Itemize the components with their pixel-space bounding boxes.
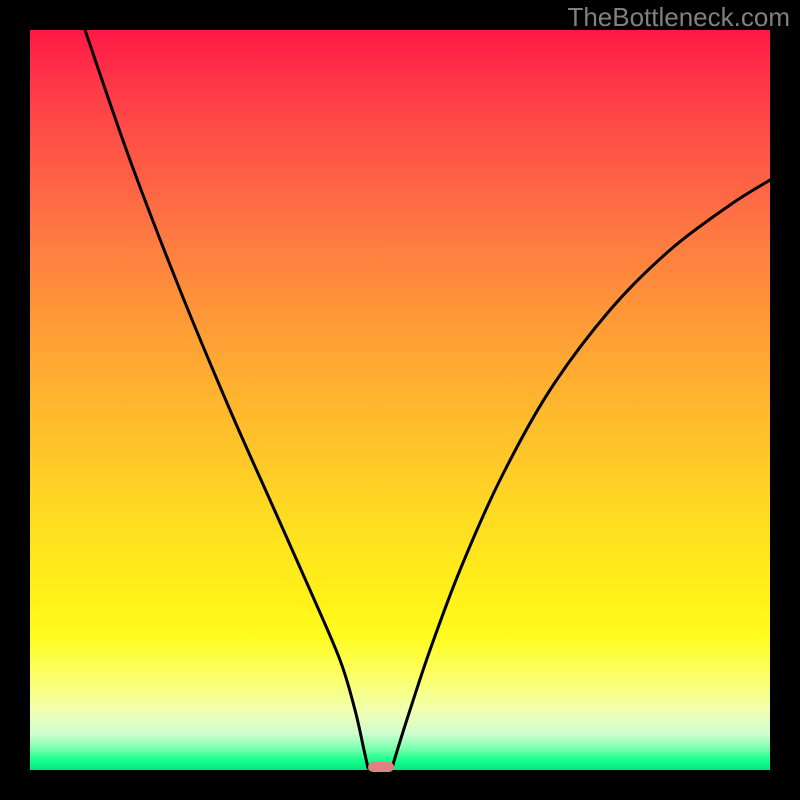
bottleneck-curve [30,30,770,770]
optimal-marker [368,762,394,772]
chart-plot-area [30,30,770,770]
watermark-text: TheBottleneck.com [567,2,790,33]
